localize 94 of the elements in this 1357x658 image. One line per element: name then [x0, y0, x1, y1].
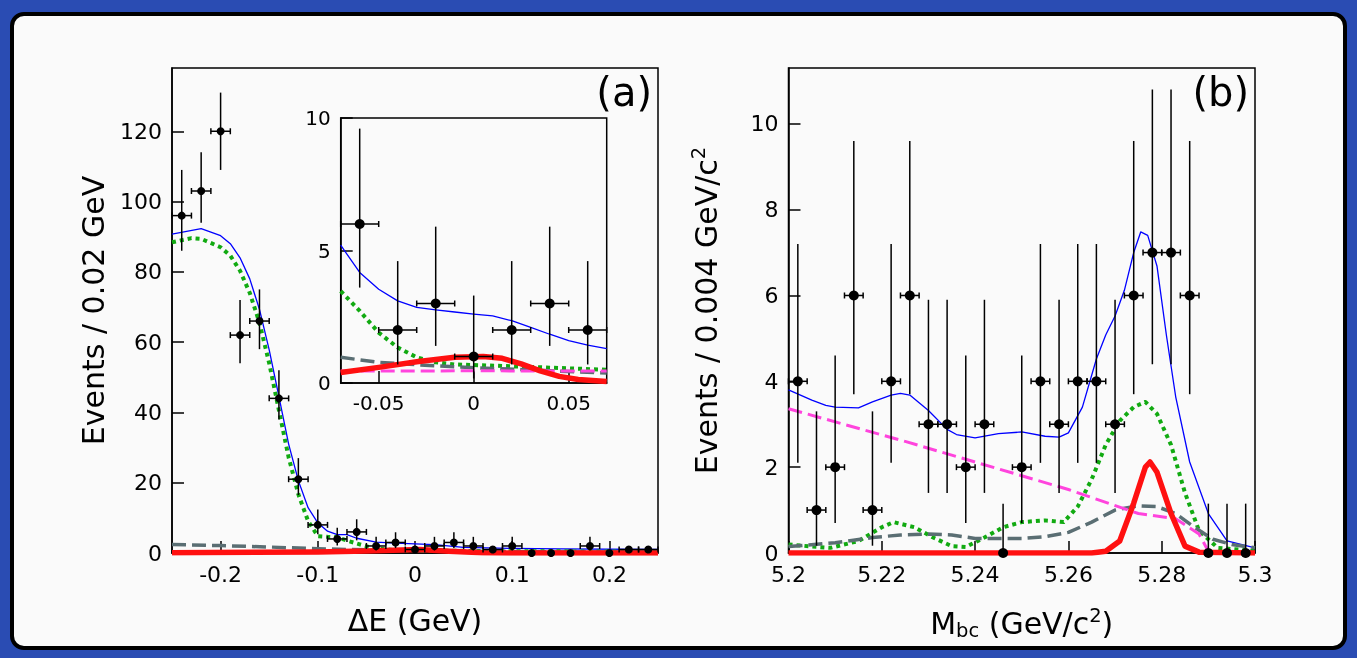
point [294, 475, 303, 484]
y-tick-label: 80 [134, 259, 162, 285]
line-series [786, 504, 1257, 550]
point [1203, 548, 1214, 558]
point [1035, 376, 1046, 387]
point [1184, 290, 1195, 301]
x-tick-label: 0 [467, 391, 481, 415]
point [469, 541, 478, 550]
y-tick-label: 5 [317, 238, 331, 263]
point [886, 376, 897, 387]
point [392, 325, 403, 335]
point [449, 538, 458, 547]
y-tick-label: 20 [134, 470, 162, 496]
y-tick-label: 10 [305, 106, 331, 130]
y-axis-title: Events / 0.02 GeV [75, 175, 111, 446]
point [488, 545, 497, 554]
point [274, 394, 283, 403]
point [216, 127, 225, 136]
point [352, 527, 361, 536]
line-series [338, 355, 609, 375]
point [1166, 247, 1177, 258]
point [411, 545, 419, 554]
x-tick-label: 5.26 [1043, 561, 1093, 587]
point [960, 462, 971, 473]
x-tick-label: -0.1 [296, 561, 340, 587]
point [582, 325, 593, 335]
point [998, 548, 1009, 558]
x-tick-label: -0.2 [199, 561, 243, 587]
line-series [338, 289, 609, 372]
y-tick-label: 2 [764, 454, 779, 480]
point [1110, 419, 1121, 430]
y-tick-label: 0 [317, 371, 331, 395]
point [1091, 376, 1102, 387]
y-tick-label: 8 [764, 197, 779, 223]
point [942, 419, 953, 430]
point [430, 298, 441, 309]
point [867, 505, 878, 516]
y-tick-label: 0 [148, 540, 162, 566]
x-tick-label: 0.1 [494, 561, 530, 587]
point [177, 211, 186, 220]
y-tick-label: 40 [134, 399, 162, 425]
x-tick-label: 5.22 [857, 561, 907, 587]
point [830, 462, 841, 473]
x-tick-label: -0.05 [352, 391, 405, 415]
point [508, 541, 517, 550]
y-axis-title: Events / 0.004 GeV/c2 [686, 146, 724, 475]
x-tick-label: 5.28 [1137, 561, 1187, 587]
point [1072, 376, 1083, 387]
x-tick-label: 0.05 [546, 391, 591, 415]
point [605, 549, 614, 557]
annotation: (b) [1192, 69, 1250, 115]
point [811, 505, 822, 516]
point [923, 419, 934, 430]
x-tick-label: 5.24 [950, 561, 1000, 587]
point [333, 534, 342, 543]
point [372, 541, 381, 550]
point [1054, 419, 1065, 430]
point [468, 351, 479, 362]
point [255, 317, 264, 326]
annotation: (a) [596, 69, 653, 115]
x-tick-label: 0 [408, 561, 422, 587]
point [585, 541, 594, 550]
point [1240, 548, 1251, 558]
point [527, 549, 536, 557]
y-tick-label: 120 [120, 118, 162, 144]
point [197, 187, 206, 195]
point [547, 549, 556, 557]
point [904, 290, 915, 301]
x-tick-label: 0.2 [591, 561, 627, 587]
point [1016, 462, 1027, 473]
point [544, 298, 555, 309]
y-tick-label: 6 [764, 282, 779, 308]
point [1222, 548, 1233, 558]
point [792, 376, 803, 387]
point [566, 549, 575, 557]
point [848, 290, 859, 301]
point [391, 538, 400, 547]
point [624, 545, 633, 554]
y-tick-label: 60 [134, 329, 162, 355]
point [430, 541, 439, 550]
point [979, 419, 990, 430]
point [354, 219, 365, 229]
point [506, 325, 517, 335]
point [644, 545, 653, 554]
y-tick-label: 100 [120, 189, 162, 215]
x-tick-label: 5.3 [1237, 561, 1273, 587]
x-axis-title: ΔE (GeV) [347, 602, 483, 638]
point [313, 520, 322, 529]
point [236, 331, 245, 340]
point [1128, 290, 1139, 301]
point [1147, 247, 1158, 258]
y-tick-label: 10 [750, 111, 779, 137]
y-tick-label: 4 [764, 368, 779, 394]
line-series [340, 244, 608, 350]
